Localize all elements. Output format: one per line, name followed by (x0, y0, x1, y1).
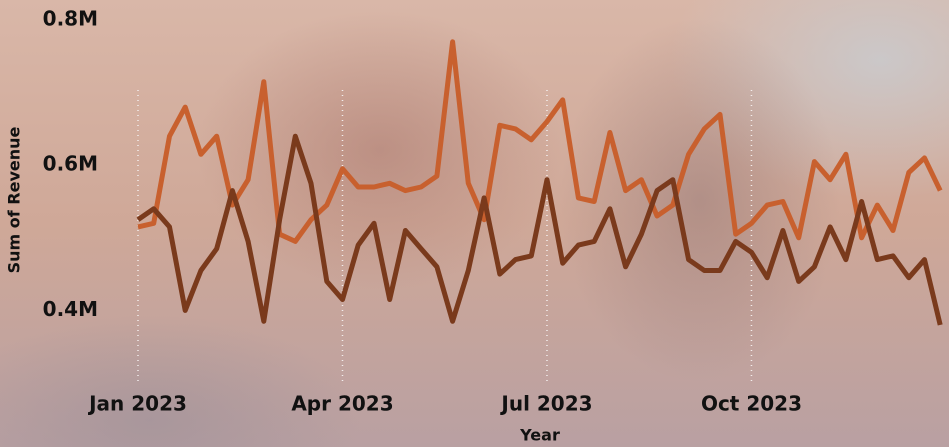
y-tick-label: 0.6M (43, 152, 98, 176)
x-tick-label: Oct 2023 (701, 392, 802, 416)
x-tick-label: Jan 2023 (87, 392, 187, 416)
y-tick-label: 0.4M (43, 297, 98, 321)
x-tick-label: Apr 2023 (291, 392, 393, 416)
series-line (136, 133, 943, 326)
y-tick-label: 0.8M (43, 7, 98, 31)
x-tick-label: Jul 2023 (499, 392, 592, 416)
y-axis-title: Sum of Revenue (5, 126, 24, 273)
x-axis-title: Year (519, 426, 560, 445)
series-line (137, 39, 943, 244)
